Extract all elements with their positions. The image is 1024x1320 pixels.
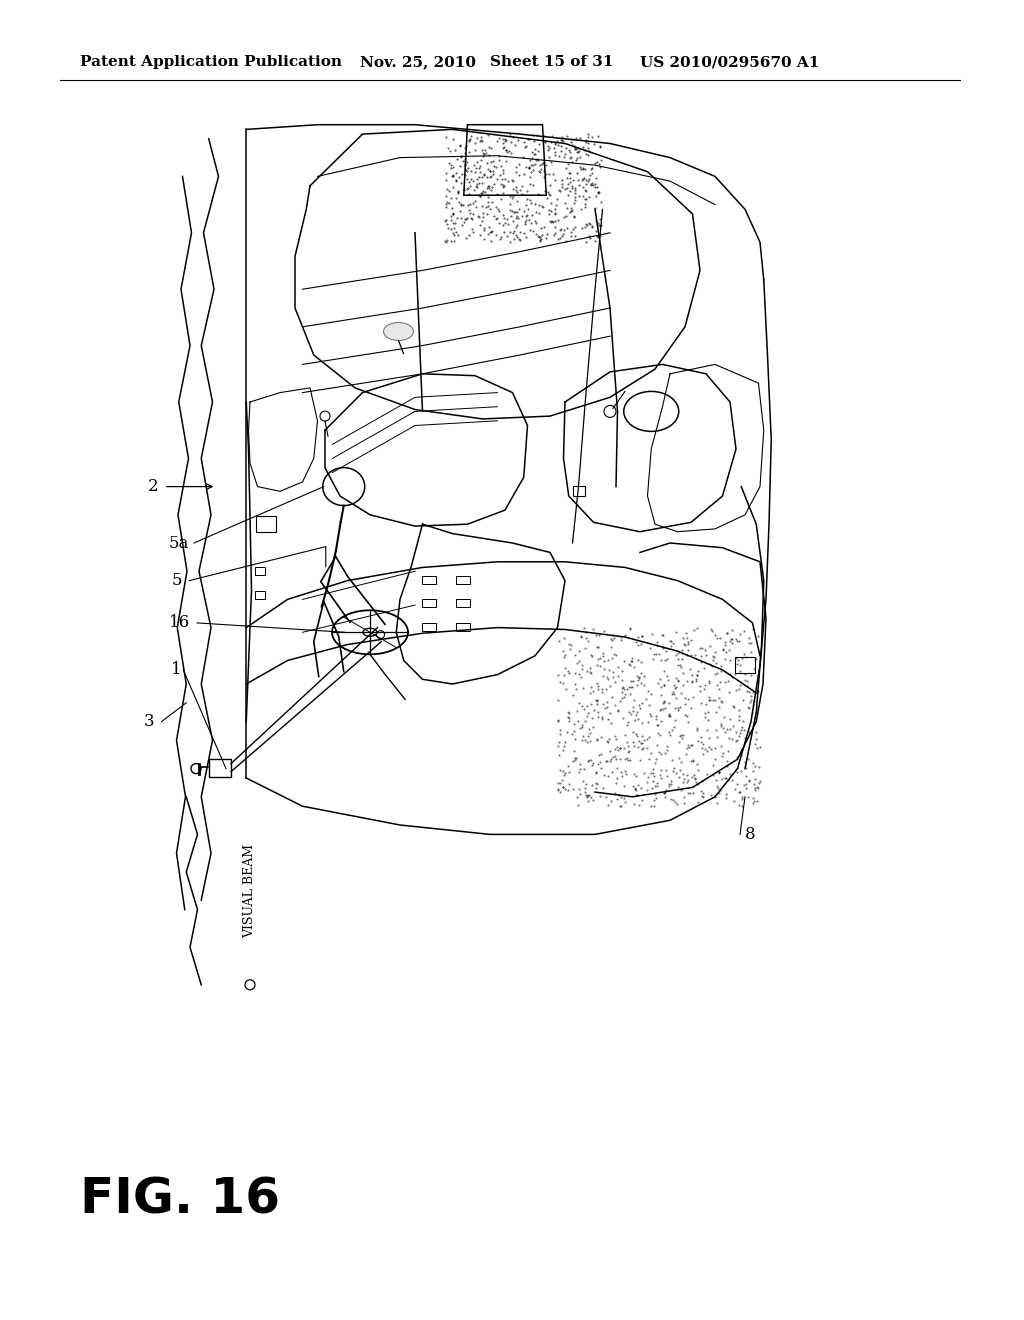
Bar (256, 516, 276, 532)
Text: 3: 3 (143, 713, 155, 730)
Bar (572, 486, 585, 496)
Text: VISUAL BEAM: VISUAL BEAM (244, 843, 256, 939)
Text: 5a: 5a (169, 535, 189, 552)
Bar (422, 623, 436, 631)
Text: 16: 16 (169, 614, 190, 631)
Text: 5: 5 (171, 572, 181, 589)
Text: 8: 8 (745, 826, 756, 843)
Bar (422, 576, 436, 583)
Text: 1: 1 (171, 661, 182, 678)
Bar (255, 591, 265, 599)
Bar (209, 759, 231, 776)
Ellipse shape (323, 467, 365, 506)
Text: Patent Application Publication: Patent Application Publication (80, 55, 342, 69)
Bar (456, 623, 470, 631)
Text: FIG. 16: FIG. 16 (80, 1176, 280, 1224)
Ellipse shape (362, 628, 377, 636)
Bar (456, 576, 470, 583)
Bar (422, 599, 436, 607)
Text: Nov. 25, 2010: Nov. 25, 2010 (360, 55, 476, 69)
Ellipse shape (384, 322, 414, 341)
Bar (255, 568, 265, 576)
Text: Sheet 15 of 31: Sheet 15 of 31 (490, 55, 613, 69)
Text: US 2010/0295670 A1: US 2010/0295670 A1 (640, 55, 819, 69)
Bar (456, 599, 470, 607)
Text: 2: 2 (148, 478, 159, 495)
Bar (735, 657, 755, 673)
